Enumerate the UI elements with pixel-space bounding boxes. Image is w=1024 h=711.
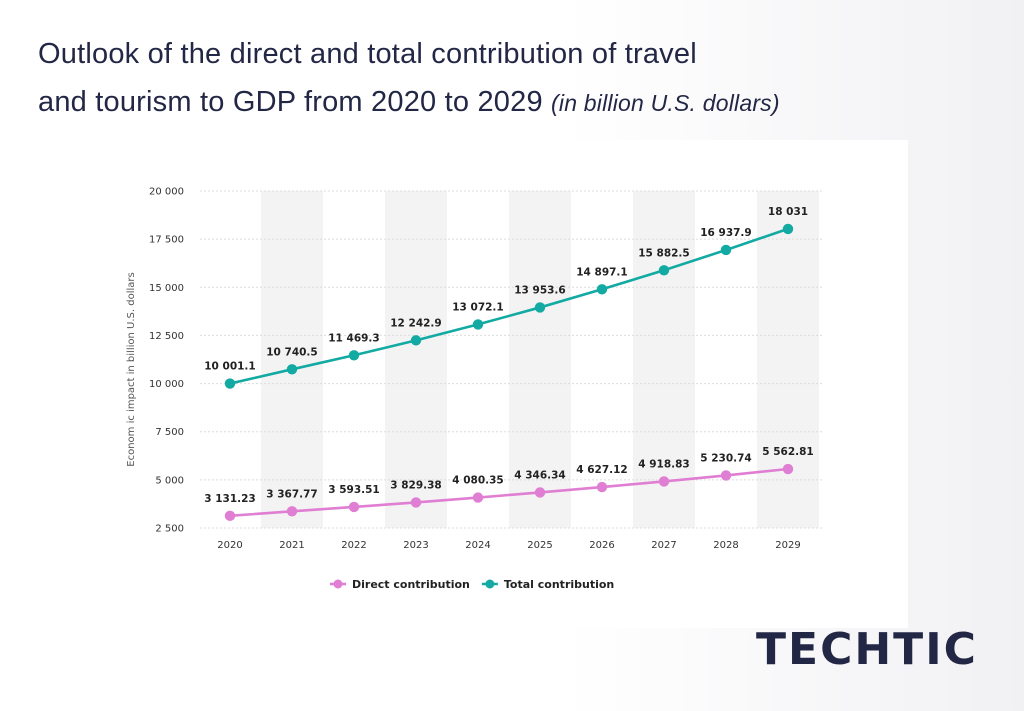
y-tick-label: 20 000 bbox=[149, 187, 184, 198]
title-line-2-text: and tourism to GDP from 2020 to 2029 bbox=[38, 86, 543, 118]
brand-logo: TECHTIC bbox=[756, 624, 978, 675]
data-label-direct-contribution: 3 829.38 bbox=[390, 479, 441, 491]
data-label-direct-contribution: 5 230.74 bbox=[700, 452, 751, 464]
y-axis-label: Econom ic impact in billion U.S. dollars bbox=[126, 272, 137, 466]
data-point-direct-contribution bbox=[472, 492, 484, 503]
series-line-total-contribution bbox=[229, 227, 789, 385]
y-tick-label: 12 500 bbox=[149, 331, 184, 342]
column-band-2021 bbox=[261, 191, 323, 528]
data-point-total-contribution bbox=[410, 335, 422, 346]
data-point-total-contribution bbox=[658, 265, 670, 276]
data-point-direct-contribution bbox=[348, 501, 360, 513]
x-tick-label: 2026 bbox=[589, 540, 614, 551]
data-label-total-contribution: 15 882.5 bbox=[638, 247, 689, 259]
data-label-direct-contribution: 4 080.35 bbox=[452, 475, 503, 487]
data-label-total-contribution: 11 469.3 bbox=[328, 332, 379, 344]
legend-label-total-contribution: Total contribution bbox=[504, 578, 614, 591]
y-tick-label: 15 000 bbox=[149, 283, 184, 294]
x-tick-label: 2020 bbox=[217, 540, 242, 551]
legend-item-direct-contribution: Direct contribution bbox=[330, 578, 470, 591]
column-band-2029 bbox=[757, 191, 819, 528]
data-label-direct-contribution: 5 562.81 bbox=[762, 446, 813, 458]
data-label-direct-contribution: 4 346.34 bbox=[514, 469, 565, 481]
data-label-total-contribution: 16 937.9 bbox=[700, 227, 751, 239]
data-label-total-contribution: 18 031 bbox=[768, 206, 808, 218]
title-line-1: Outlook of the direct and total contribu… bbox=[38, 38, 697, 70]
data-point-total-contribution bbox=[534, 302, 546, 313]
series-layer: 3 131.23 3 367.77 3 593.51 3 829.38 4 080.35… bbox=[204, 206, 814, 522]
column-band-2027 bbox=[633, 191, 695, 528]
data-point-direct-contribution bbox=[224, 510, 236, 522]
series-line-direct-contribution bbox=[229, 467, 789, 518]
data-point-total-contribution bbox=[286, 364, 298, 375]
series-total-contribution: 10 001.1 10 740.5 11 469.3 12 242.9 13 072.1… bbox=[204, 206, 808, 389]
data-label-direct-contribution: 4 918.83 bbox=[638, 458, 689, 470]
legend-label-direct-contribution: Direct contribution bbox=[352, 578, 470, 591]
x-tick-label: 2025 bbox=[527, 540, 552, 551]
x-axis-ticks: 2020 2021 2022 2023 2024 2025 2026 2027 2028 2029 bbox=[217, 540, 800, 551]
x-tick-label: 2027 bbox=[651, 540, 676, 551]
data-point-total-contribution bbox=[782, 223, 794, 235]
data-point-total-contribution bbox=[472, 319, 484, 330]
x-tick-label: 2021 bbox=[279, 540, 304, 551]
column-bands bbox=[261, 191, 819, 528]
x-tick-label: 2023 bbox=[403, 540, 428, 551]
page-title: Outlook of the direct and total contribu… bbox=[38, 30, 998, 127]
column-band-2025 bbox=[509, 191, 571, 528]
series-direct-contribution: 3 131.23 3 367.77 3 593.51 3 829.38 4 080.35… bbox=[204, 446, 814, 522]
data-label-total-contribution: 10 740.5 bbox=[266, 346, 317, 358]
data-point-direct-contribution bbox=[720, 470, 732, 481]
data-label-direct-contribution: 4 627.12 bbox=[576, 464, 627, 476]
y-tick-label: 2 500 bbox=[155, 524, 184, 535]
legend-marker-total-contribution bbox=[485, 579, 495, 589]
data-label-total-contribution: 10 001.1 bbox=[204, 361, 255, 373]
data-point-direct-contribution bbox=[782, 463, 794, 475]
data-label-total-contribution: 12 242.9 bbox=[390, 317, 441, 329]
x-tick-label: 2029 bbox=[775, 540, 800, 551]
data-label-total-contribution: 13 953.6 bbox=[514, 284, 565, 296]
data-label-total-contribution: 13 072.1 bbox=[452, 301, 503, 313]
x-tick-label: 2022 bbox=[341, 540, 366, 551]
y-tick-label: 5 000 bbox=[155, 475, 184, 486]
legend: Direct contribution Total contribution bbox=[330, 578, 614, 591]
title-unit: (in billion U.S. dollars) bbox=[551, 90, 780, 116]
x-tick-label: 2028 bbox=[713, 540, 738, 551]
data-label-direct-contribution: 3 593.51 bbox=[328, 484, 379, 496]
y-tick-label: 17 500 bbox=[149, 235, 184, 246]
data-label-direct-contribution: 3 131.23 bbox=[204, 493, 255, 505]
data-point-direct-contribution bbox=[658, 476, 670, 487]
data-point-direct-contribution bbox=[410, 497, 422, 508]
data-point-total-contribution bbox=[348, 350, 360, 361]
y-tick-label: 7 500 bbox=[155, 427, 184, 438]
x-tick-label: 2024 bbox=[465, 540, 490, 551]
data-point-total-contribution bbox=[596, 284, 608, 295]
legend-marker-direct-contribution bbox=[333, 579, 343, 589]
legend-item-total-contribution: Total contribution bbox=[481, 578, 614, 591]
data-point-total-contribution bbox=[224, 378, 236, 389]
title-line-2: and tourism to GDP from 2020 to 2029 (in… bbox=[38, 78, 998, 127]
data-label-direct-contribution: 3 367.77 bbox=[266, 488, 317, 500]
data-point-direct-contribution bbox=[596, 481, 608, 493]
data-point-total-contribution bbox=[720, 244, 732, 256]
line-chart: 2 500 5 000 7 500 10 000 12 500 15 000 17 500 2… bbox=[126, 187, 822, 591]
chart-card: 2 500 5 000 7 500 10 000 12 500 15 000 17 500 2… bbox=[72, 140, 908, 628]
column-band-2023 bbox=[385, 191, 447, 528]
data-label-total-contribution: 14 897.1 bbox=[576, 266, 627, 278]
data-point-direct-contribution bbox=[286, 506, 298, 517]
data-point-direct-contribution bbox=[534, 487, 546, 498]
y-tick-label: 10 000 bbox=[149, 379, 184, 390]
y-axis-ticks: 2 500 5 000 7 500 10 000 12 500 15 000 17 500 2… bbox=[149, 187, 184, 535]
